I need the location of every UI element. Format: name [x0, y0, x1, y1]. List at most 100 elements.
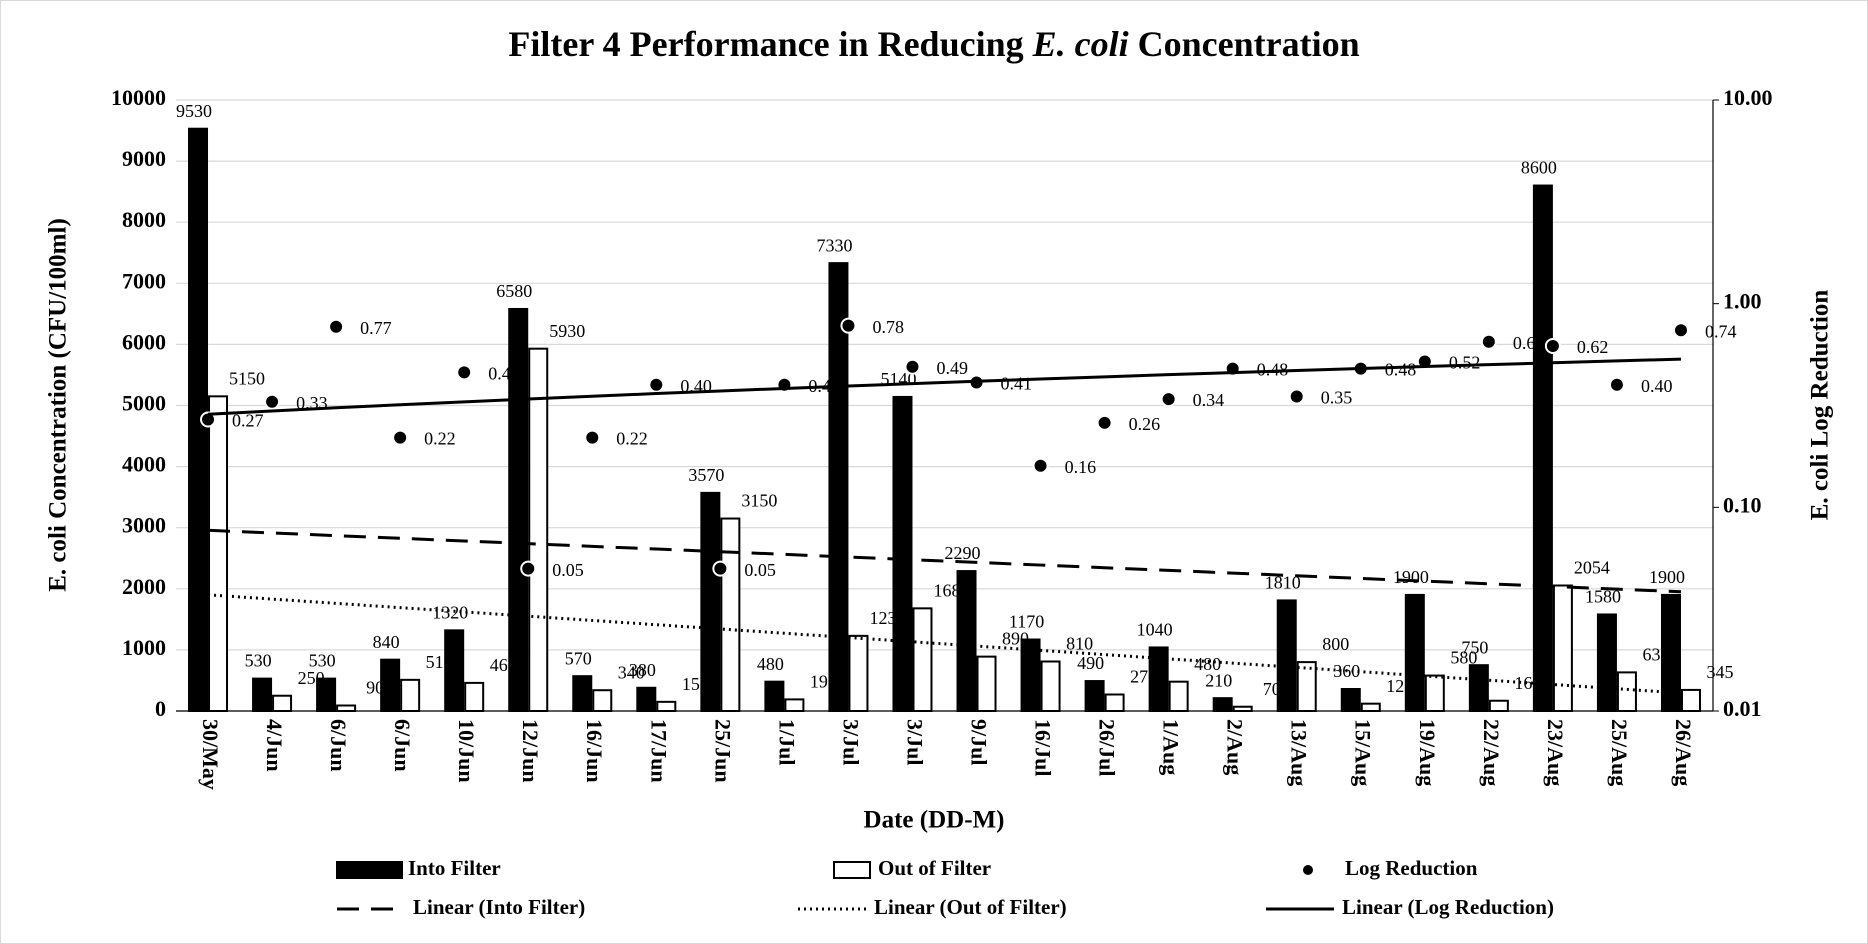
legend-label: Linear (Into Filter): [413, 895, 585, 919]
bar: [720, 517, 741, 712]
data-label: 1900: [1649, 567, 1685, 587]
log-point: [200, 411, 217, 428]
data-label: 270: [1130, 667, 1157, 687]
y-tick-label: 1000: [122, 635, 166, 660]
legend-swatch: [1303, 865, 1313, 875]
bar: [1532, 184, 1553, 713]
y2-tick-label: 0.01: [1723, 696, 1762, 721]
data-label: 8600: [1521, 158, 1557, 178]
y-tick-label: 2000: [122, 574, 166, 599]
log-point: [1096, 414, 1113, 431]
bar: [528, 347, 549, 712]
data-label: 460: [490, 655, 517, 675]
x-tick-label: 13/Aug: [1287, 719, 1312, 786]
log-point: [1288, 388, 1305, 405]
data-label: 0.35: [1321, 388, 1353, 408]
data-label: 210: [1205, 670, 1232, 690]
data-label: 1810: [1265, 573, 1301, 593]
bar: [336, 704, 357, 712]
y-tick-label: 6000: [122, 329, 166, 354]
legend-swatch: [833, 861, 871, 879]
data-label: 0.05: [552, 560, 584, 580]
log-point: [1672, 322, 1689, 339]
data-label: 510: [426, 652, 453, 672]
y2-tick-label: 10.00: [1723, 85, 1773, 110]
data-label: 480: [757, 654, 784, 674]
x-tick-label: 4/Jun: [262, 719, 287, 772]
legend-label: Log Reduction: [1345, 856, 1478, 880]
data-label: 345: [1706, 662, 1733, 682]
bar: [1148, 646, 1169, 712]
x-tick-label: 3/Jul: [902, 719, 927, 765]
data-label: 9530: [176, 101, 212, 121]
log-point: [392, 429, 409, 446]
data-label: 0.49: [936, 358, 968, 378]
x-tick-label: 1/Jul: [774, 719, 799, 765]
bar: [1424, 674, 1445, 713]
x-tick-label: 23/Aug: [1543, 719, 1568, 786]
bar: [1468, 664, 1489, 712]
data-label: 168: [1514, 673, 1541, 693]
data-label: 1680: [933, 580, 969, 600]
data-label: 570: [565, 648, 592, 668]
bar: [572, 675, 593, 712]
data-label: 70: [1263, 679, 1281, 699]
y-tick-label: 5000: [122, 391, 166, 416]
x-tick-label: 30/May: [198, 719, 223, 790]
bar: [208, 395, 229, 712]
y-tick-label: 0: [155, 696, 166, 721]
x-tick-label: 16/Jul: [1031, 719, 1056, 776]
y-tick-label: 9000: [122, 146, 166, 171]
bar: [1340, 688, 1361, 713]
bar: [272, 694, 293, 712]
bar: [464, 681, 485, 712]
title-run: E. coli: [1032, 24, 1129, 64]
bar: [1104, 693, 1125, 712]
legend-label: Into Filter: [408, 856, 501, 880]
legend-swatch: [336, 861, 403, 879]
bar: [1276, 599, 1297, 712]
log-point: [456, 364, 473, 381]
bar: [316, 677, 337, 713]
data-label: 1900: [1393, 567, 1429, 587]
log-point: [1032, 457, 1049, 474]
data-label: 380: [629, 660, 656, 680]
data-label: 90: [366, 678, 384, 698]
data-label: 890: [1002, 629, 1029, 649]
data-label: 0.46: [488, 363, 520, 383]
data-label: 0.40: [1641, 376, 1673, 396]
log-point: [264, 393, 281, 410]
y2-axis-title: E. coli Log Reduction: [1807, 290, 1834, 521]
data-label: 0.77: [360, 318, 392, 338]
data-label: 1580: [1585, 587, 1621, 607]
bar: [252, 677, 273, 713]
bar: [1168, 680, 1189, 712]
y-axis-title: E. coli Concentration (CFU/100ml): [45, 218, 72, 592]
data-label: 0.74: [1705, 321, 1737, 341]
bar: [1552, 584, 1573, 713]
log-point: [1544, 337, 1561, 354]
data-label: 480: [1194, 654, 1221, 674]
log-point: [840, 317, 857, 334]
bar: [1616, 671, 1637, 713]
data-label: 530: [309, 651, 336, 671]
log-point: [1160, 391, 1177, 408]
data-label: 1170: [1009, 612, 1044, 632]
data-label: 2290: [945, 543, 981, 563]
bar: [784, 698, 805, 712]
data-label: 1320: [432, 602, 468, 622]
y-tick-label: 4000: [122, 452, 166, 477]
x-tick-label: 16/Jun: [582, 719, 607, 783]
log-point: [1480, 333, 1497, 350]
bar: [636, 686, 657, 712]
data-label: 250: [298, 668, 325, 688]
data-label: 340: [618, 662, 645, 682]
y-tick-label: 8000: [122, 207, 166, 232]
bar: [1296, 661, 1317, 712]
data-label: 5930: [549, 321, 585, 341]
data-label: 490: [1077, 653, 1104, 673]
bar: [380, 658, 401, 713]
data-label: 0.52: [1449, 353, 1481, 373]
